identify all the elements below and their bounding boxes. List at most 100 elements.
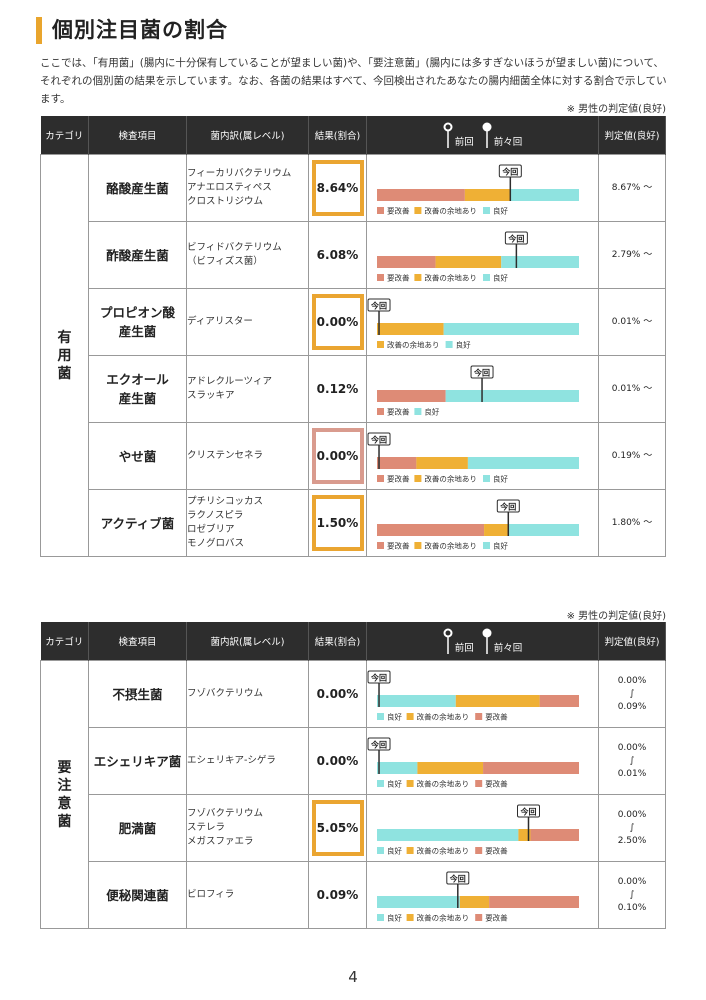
table-row: 有用菌 酪酸産生菌 フィーカリバクテリウム アナエロスティペス クロストリジウム 8.64… <box>40 154 666 557</box>
genus-name: プチリシコッカス <box>187 496 264 507</box>
legend-label-good: 良好 <box>493 273 508 283</box>
prev2-pin-icon <box>482 122 492 148</box>
bar-segment-bad <box>377 256 436 268</box>
reference-value: 0.01% <box>617 768 647 779</box>
reference-value: 8.67% ～ <box>611 182 653 193</box>
reference-value: 1.80% ～ <box>611 517 653 528</box>
legend-swatch-bad <box>377 475 384 482</box>
current-marker-label: 今回 <box>370 673 387 683</box>
bar-segment-good <box>377 695 456 707</box>
item-cell: プロピオン酸 産生菌 <box>88 288 187 356</box>
bar-segment-mid <box>518 829 531 841</box>
reference-cell: 0.00% ∫ 0.01% <box>598 727 666 795</box>
legend-swatch-mid <box>406 847 414 854</box>
legend-label-bad: 要改善 <box>387 206 410 216</box>
reference-value: 0.01% ～ <box>611 316 653 327</box>
item-name: 酢酸産生菌 <box>106 247 169 263</box>
category-cell: 要注意菌 <box>40 660 89 929</box>
genus-cell: フィーカリバクテリウム アナエロスティペス クロストリジウム <box>186 154 309 222</box>
legend-swatch-mid <box>406 713 414 720</box>
legend-swatch-mid <box>377 341 384 348</box>
bar-segment-mid <box>464 189 511 201</box>
current-marker-box <box>498 164 522 178</box>
item-cell: 酪酸産生菌 <box>88 154 187 222</box>
result-cell: 5.05% <box>308 794 367 862</box>
bar-segment-good <box>377 896 460 908</box>
result-value: 5.05% <box>311 800 364 856</box>
page-title: 個別注目菌の割合 <box>52 18 228 42</box>
item-cell: 便秘関連菌 <box>88 861 187 929</box>
reference-value: 0.01% ～ <box>611 383 653 394</box>
category-label: 有用菌 <box>57 329 72 382</box>
legend-label-good: 良好 <box>387 712 402 722</box>
header-item: 検査項目 <box>88 622 187 661</box>
current-marker-label: 今回 <box>473 368 490 378</box>
bar-segment-good <box>445 390 579 402</box>
table-row: プロピオン酸 産生菌 ディアリスター 0.00% 今回 改善の余地あり 良好 0.01% ～ <box>41 288 666 356</box>
header-genus: 菌内訳(属レベル) <box>186 622 309 661</box>
reference-value: 2.79% ～ <box>611 249 653 260</box>
bar-cell: 今回 良好 改善の余地あり 要改善 <box>366 727 599 795</box>
legend-swatch-good <box>414 408 422 415</box>
legend-swatch-mid <box>414 274 422 281</box>
legend-label-mid: 改善の余地あり <box>424 474 477 484</box>
bar-cell: 今回 良好 改善の余地あり 要改善 <box>366 660 599 728</box>
table-row: 肥満菌 フゾバクテリウム ステレラ メガスファエラ 5.05% 今回 良好 改善の余地あり 要改… <box>41 794 666 862</box>
current-marker-box <box>496 499 520 513</box>
header-category: カテゴリ <box>40 622 89 661</box>
legend-swatch-bad <box>377 542 384 549</box>
bar-segment-mid <box>416 457 468 469</box>
legend-label-mid: 改善の余地あり <box>424 273 477 283</box>
legend-label-good: 良好 <box>387 913 402 923</box>
header-history: 前回 前々回 <box>366 116 599 155</box>
category-cell: 有用菌 <box>40 154 89 557</box>
genus-name: ビロフィラ <box>187 889 235 900</box>
reference-cell: 0.00% ∫ 2.50% <box>598 794 666 862</box>
item-name: やせ菌 <box>118 448 157 464</box>
item-name: 酪酸産生菌 <box>106 180 169 196</box>
bar-cell: 今回 要改善 改善の余地あり 良好 <box>366 489 599 557</box>
genus-name: ラクノスピラ <box>187 510 244 521</box>
legend-label-bad: 要改善 <box>485 913 508 923</box>
legend-label-mid: 改善の余地あり <box>387 340 440 350</box>
legend-swatch-good <box>483 207 490 214</box>
genus-name: メガスファエラ <box>187 836 254 847</box>
genus-cell: ディアリスター <box>186 288 309 356</box>
header-result: 結果(割合) <box>308 116 367 155</box>
item-name: アクティブ菌 <box>100 515 175 531</box>
item-name-line: 産生菌 <box>118 391 157 406</box>
category-label: 要注意菌 <box>57 759 72 830</box>
result-cell: 8.64% <box>308 154 367 222</box>
reference-value: 2.50% <box>617 835 647 846</box>
legend-label-bad: 要改善 <box>387 541 410 551</box>
current-marker-label: 今回 <box>507 234 524 244</box>
current-marker-label: 今回 <box>370 435 387 445</box>
legend-swatch-bad <box>475 713 483 720</box>
bar-cell: 今回 改善の余地あり 良好 <box>366 288 599 356</box>
current-marker-box <box>517 804 540 818</box>
legend-swatch-good <box>377 847 384 854</box>
legend-label-mid: 改善の余地あり <box>417 846 470 856</box>
table-row: エシェリキア菌 エシェリキア-シゲラ 0.00% 今回 良好 改善の余地あり 要改善 0.00… <box>41 727 666 795</box>
current-marker-box <box>367 670 391 684</box>
item-name-line: 産生菌 <box>118 324 157 339</box>
result-cell: 0.00% <box>308 288 367 356</box>
legend-swatch-bad <box>377 207 384 214</box>
bar-segment-bad <box>377 390 446 402</box>
result-value: 0.12% <box>316 382 359 396</box>
genus-cell: アドレクルーツィア スラッキア <box>186 355 309 423</box>
legend-label-good: 良好 <box>456 340 471 350</box>
legend-swatch-mid <box>414 475 422 482</box>
reference-value: ∫ <box>629 889 635 900</box>
legend-swatch-bad <box>475 780 483 787</box>
reference-cell: 1.80% ～ <box>598 489 666 557</box>
reference-value: 0.19% ～ <box>611 450 653 461</box>
table-row: エクオール 産生菌 アドレクルーツィア スラッキア 0.12% 今回 要改善 良好 0.01% … <box>41 355 666 423</box>
result-cell: 0.00% <box>308 660 367 728</box>
result-value: 6.08% <box>316 248 359 262</box>
useful-bacteria-table: カテゴリ 検査項目 菌内訳(属レベル) 結果(割合) 前回 前々回 判定値(良好) 有用菌 酪酸… <box>40 116 666 557</box>
